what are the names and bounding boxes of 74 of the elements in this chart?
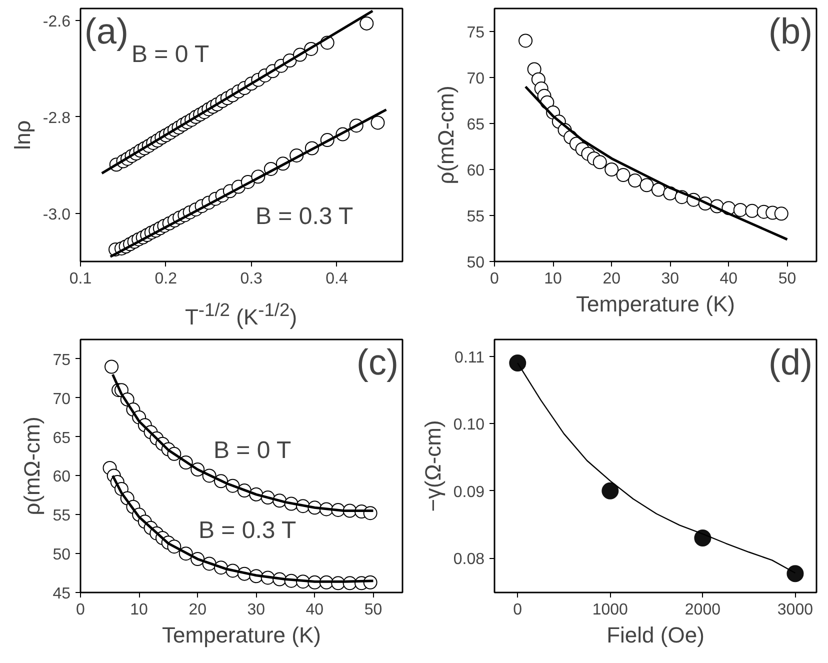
- line-series: [524, 85, 788, 241]
- x-tick-label: 0: [76, 602, 86, 618]
- annotation: B = 0 T: [214, 437, 292, 464]
- y-axis-title: ρ(mΩ-cm): [434, 86, 459, 184]
- point: [774, 206, 788, 221]
- y-axis-title: ρ(mΩ-cm): [20, 416, 45, 516]
- x-tick-label: 0.3: [240, 270, 263, 288]
- y-tick-label: 75: [52, 352, 71, 369]
- y-tick-label: 0.11: [454, 349, 485, 366]
- annotation: (c): [356, 342, 399, 382]
- point: [733, 202, 748, 217]
- x-tick-label: 50: [364, 602, 382, 618]
- x-tick-label: 0.1: [69, 270, 92, 288]
- y-tick-label: 0.08: [453, 551, 485, 568]
- point: [604, 162, 619, 176]
- x-tick-label: 20: [188, 602, 207, 618]
- annotation: (d): [768, 342, 812, 382]
- point: [104, 360, 119, 374]
- point: [518, 34, 533, 48]
- y-tick-label: 70: [52, 390, 71, 408]
- x-tick-label: 50: [778, 270, 796, 288]
- x-axis-title: Temperature (K): [576, 292, 735, 316]
- annotation: B = 0.3 T: [256, 203, 354, 230]
- x-tick-label: 30: [247, 602, 266, 618]
- y-axis-title: −γ(Ω-cm): [420, 420, 446, 512]
- y-tick-label: 50: [52, 546, 71, 564]
- x-tick-label: 0.4: [326, 270, 348, 288]
- y-tick-label: 50: [466, 254, 485, 272]
- y-tick-label: 55: [52, 508, 71, 525]
- y-tick-label: 60: [466, 162, 485, 180]
- point: [651, 182, 666, 197]
- x-tick-label: 10: [544, 270, 562, 288]
- annotation: B = 0 T: [132, 41, 210, 68]
- point: [640, 178, 654, 192]
- y-tick-label: 75: [466, 24, 485, 42]
- y-tick-label: 70: [466, 70, 485, 88]
- y-tick-label: 55: [466, 208, 485, 226]
- point: [592, 155, 607, 170]
- x-tick-label: 10: [130, 602, 148, 618]
- x-tick-label: 40: [306, 602, 324, 618]
- y-tick-label: 0.10: [453, 416, 485, 434]
- annotation: B = 0.3 T: [198, 517, 296, 544]
- x-tick-label: 40: [720, 270, 738, 288]
- point: [745, 204, 760, 218]
- point: [694, 530, 712, 546]
- point: [360, 16, 374, 30]
- y-tick-label: 65: [52, 430, 71, 447]
- x-axis-title: Field (Oe): [606, 622, 704, 648]
- y-tick-label: 45: [52, 586, 71, 602]
- x-tick-label: 2000: [684, 602, 721, 618]
- y-tick-label: 65: [466, 116, 485, 134]
- x-tick-label: 0: [490, 270, 500, 288]
- y-tick-label: 0.09: [453, 484, 485, 501]
- y-tick-label: -3.0: [42, 206, 71, 224]
- point: [616, 168, 630, 182]
- point: [509, 354, 526, 372]
- point: [628, 174, 642, 188]
- annotation: (a): [84, 10, 128, 52]
- x-tick-label: 0.2: [154, 270, 178, 288]
- x-tick-label: 20: [602, 270, 621, 288]
- x-tick-label: 1000: [592, 602, 628, 618]
- x-tick-label: 3000: [777, 602, 814, 618]
- x-axis-title: Temperature (K): [162, 622, 321, 648]
- y-tick-label: 60: [52, 468, 71, 486]
- y-axis-title: lnρ: [10, 120, 35, 150]
- x-tick-label: 0: [513, 602, 522, 618]
- y-tick-label: -2.6: [42, 14, 71, 31]
- point: [602, 482, 619, 500]
- point: [786, 565, 804, 582]
- point: [370, 116, 385, 130]
- y-tick-label: -2.8: [42, 110, 71, 127]
- x-tick-label: 30: [661, 270, 680, 288]
- annotation: (b): [768, 10, 812, 52]
- x-axis-title: T$^{-1/2}$ (K$^{-1/2}$): [184, 298, 298, 332]
